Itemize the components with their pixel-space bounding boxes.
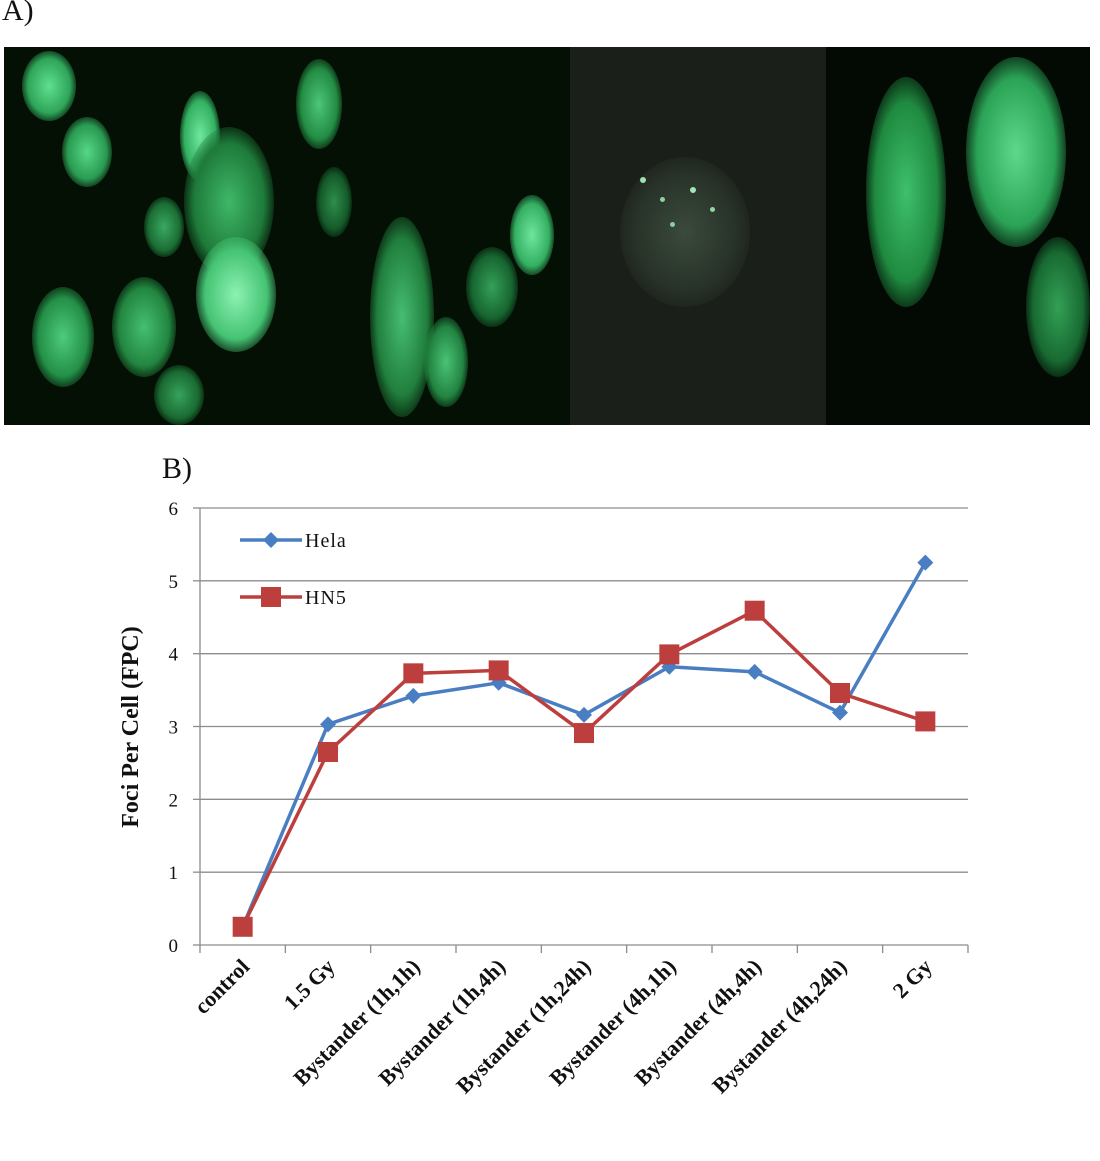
micrograph-frame-2: [570, 47, 826, 425]
y-tick-label: 0: [169, 936, 179, 957]
panel-b-label: B): [162, 452, 192, 485]
y-axis-label: Foci Per Cell (FPC): [118, 626, 144, 827]
data-point-diamond: [832, 704, 848, 721]
y-tick-label: 3: [169, 718, 179, 739]
data-point-square: [659, 644, 680, 665]
fluorescence-micrograph: [4, 47, 1090, 425]
x-tick-label: control: [189, 954, 254, 1019]
data-point-square: [830, 682, 850, 703]
y-tick-label: 2: [169, 790, 179, 811]
y-tick-labels: 0 1 2 3 4 5 6: [169, 499, 179, 957]
panel-a-label: A): [2, 0, 34, 27]
chart-legend: Hela HN5: [240, 530, 347, 609]
series-hn5: [232, 600, 936, 937]
data-point-diamond: [746, 663, 763, 680]
data-point-square: [261, 587, 281, 607]
y-tick-label: 4: [169, 645, 179, 666]
data-point-diamond: [405, 687, 422, 704]
data-point-diamond: [320, 716, 336, 733]
data-point-square: [232, 916, 253, 937]
data-point-square: [744, 600, 765, 621]
data-point-square: [915, 711, 936, 732]
x-tick-label: 2 Gy: [888, 954, 937, 1003]
data-point-square: [403, 663, 424, 684]
legend-label: Hela: [305, 530, 347, 552]
data-point-diamond: [576, 706, 592, 723]
y-tick-label: 1: [169, 863, 179, 884]
legend-label: HN5: [305, 587, 347, 609]
data-point-square: [574, 723, 594, 744]
micrograph-frame-1: [4, 47, 570, 425]
chart-series: [232, 554, 936, 937]
data-point-diamond: [263, 532, 279, 548]
y-tick-label: 6: [169, 499, 179, 520]
chart-axes: [193, 507, 969, 953]
legend-item-hela: Hela: [240, 530, 347, 552]
legend-item-hn5: HN5: [240, 587, 347, 609]
data-point-square: [488, 660, 509, 681]
series-line: [241, 608, 926, 928]
x-tick-label: 1.5 Gy: [279, 954, 340, 1015]
data-point-diamond: [917, 554, 934, 571]
micrograph-frame-3: [826, 47, 1090, 425]
y-tick-label: 5: [169, 572, 179, 593]
series-hela: [234, 554, 934, 935]
data-point-square: [318, 741, 338, 762]
